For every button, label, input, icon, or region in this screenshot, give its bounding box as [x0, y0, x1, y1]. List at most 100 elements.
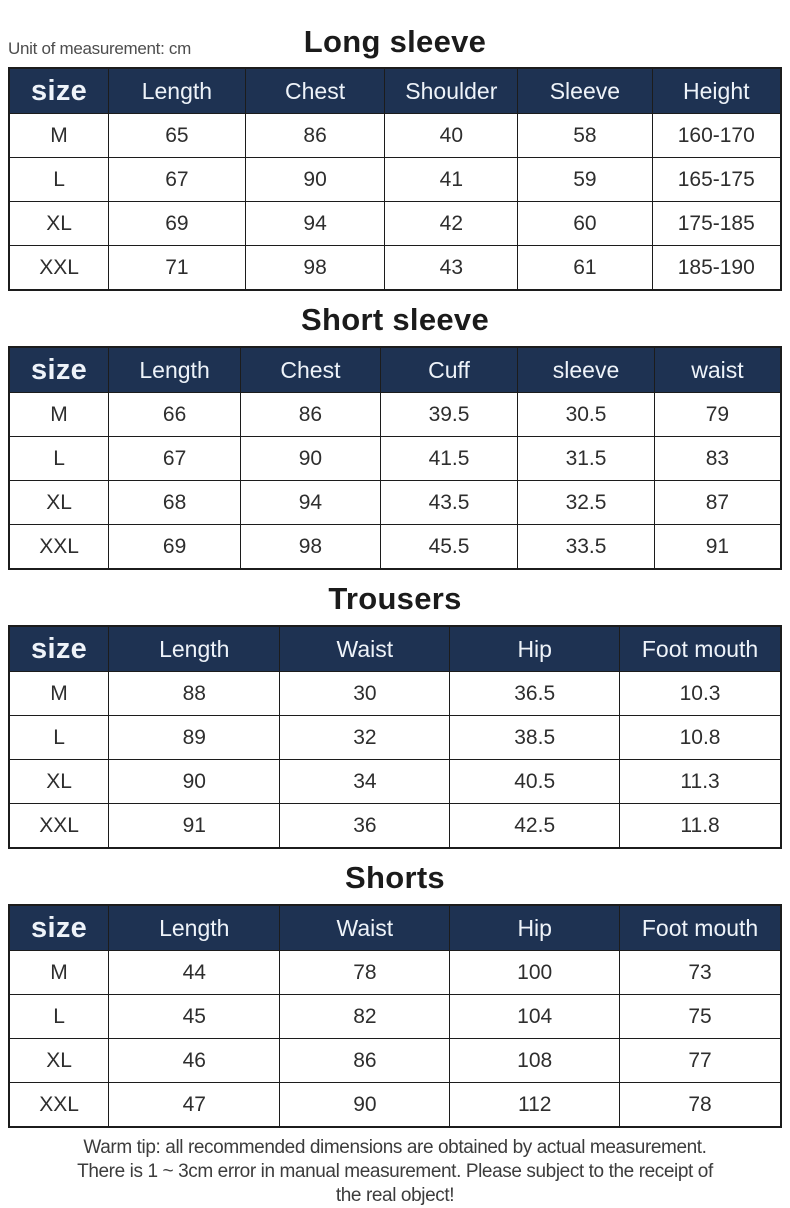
header-cell-size: size: [8, 67, 110, 114]
table-cell: 90: [108, 759, 281, 804]
table-cell: 165-175: [651, 157, 782, 202]
header-cell-chest: Chest: [244, 67, 386, 114]
header-cell-length: Length: [108, 904, 281, 951]
size-label: XL: [8, 480, 110, 525]
table-cell: 32: [279, 715, 451, 760]
table-cell: 43.5: [379, 480, 519, 525]
size-table-long-sleeve: size Length Chest Shoulder Sleeve Height…: [8, 67, 782, 291]
table-cell: 73: [619, 950, 782, 995]
warm-tip-line-2: There is 1 ~ 3cm error in manual measure…: [77, 1161, 713, 1182]
table-cell: 104: [449, 994, 621, 1039]
size-label: M: [8, 113, 110, 158]
table-row: L 89 32 38.5 10.8: [8, 715, 782, 760]
table-cell: 44: [108, 950, 281, 995]
table-cell: 42.5: [449, 803, 621, 849]
table-cell: 67: [108, 157, 246, 202]
table-cell: 40: [384, 113, 519, 158]
table-cell: 30: [279, 671, 451, 716]
table-cell: 31.5: [517, 436, 655, 481]
table-row: XL 68 94 43.5 32.5 87: [8, 480, 782, 525]
table-cell: 75: [619, 994, 782, 1039]
header-cell-waist: Waist: [279, 904, 451, 951]
table-cell: 40.5: [449, 759, 621, 804]
table-cell: 69: [108, 201, 246, 246]
table-row: XXL 69 98 45.5 33.5 91: [8, 524, 782, 570]
table-cell: 100: [449, 950, 621, 995]
table-row: L 45 82 104 75: [8, 994, 782, 1039]
header-cell-size: size: [8, 904, 110, 951]
table-cell: 47: [108, 1082, 281, 1128]
size-label: XXL: [8, 1082, 110, 1128]
header-cell-foot-mouth: Foot mouth: [619, 625, 782, 672]
table-title-long-sleeve: Long sleeve: [303, 24, 487, 59]
long-sleeve-header: Unit of measurement: cm Long sleeve: [8, 0, 782, 60]
table-cell: 69: [108, 524, 242, 570]
table-cell: 45: [108, 994, 281, 1039]
table-cell: 86: [279, 1038, 451, 1083]
table-cell: 60: [517, 201, 653, 246]
table-row: XXL 71 98 43 61 185-190: [8, 245, 782, 291]
table-cell: 90: [279, 1082, 451, 1128]
size-label: L: [8, 994, 110, 1039]
table-cell: 78: [619, 1082, 782, 1128]
size-label: M: [8, 392, 110, 437]
header-cell-chest: Chest: [240, 346, 381, 393]
table-row: L 67 90 41.5 31.5 83: [8, 436, 782, 481]
table-cell: 10.3: [619, 671, 782, 716]
table-row: M 88 30 36.5 10.3: [8, 671, 782, 716]
table-cell: 33.5: [517, 524, 655, 570]
table-cell: 30.5: [517, 392, 655, 437]
table-cell: 38.5: [449, 715, 621, 760]
size-label: XXL: [8, 803, 110, 849]
table-cell: 86: [240, 392, 381, 437]
header-cell-length: Length: [108, 67, 246, 114]
table-cell: 61: [517, 245, 653, 291]
header-cell-size: size: [8, 346, 110, 393]
table-cell: 108: [449, 1038, 621, 1083]
table-cell: 89: [108, 715, 281, 760]
table-cell: 46: [108, 1038, 281, 1083]
table-cell: 45.5: [379, 524, 519, 570]
table-cell: 41: [384, 157, 519, 202]
header-cell-sleeve: sleeve: [517, 346, 655, 393]
warm-tip-note: Warm tip: all recommended dimensions are…: [8, 1136, 782, 1208]
size-label: L: [8, 157, 110, 202]
size-label: XXL: [8, 524, 110, 570]
header-cell-cuff: Cuff: [379, 346, 519, 393]
table-cell: 58: [517, 113, 653, 158]
size-table-shorts: size Length Waist Hip Foot mouth M 44 78…: [8, 904, 782, 1128]
table-cell: 42: [384, 201, 519, 246]
header-cell-height: Height: [651, 67, 782, 114]
size-label: M: [8, 950, 110, 995]
table-cell: 65: [108, 113, 246, 158]
table-cell: 87: [653, 480, 782, 525]
table-cell: 34: [279, 759, 451, 804]
header-cell-foot-mouth: Foot mouth: [619, 904, 782, 951]
table-cell: 59: [517, 157, 653, 202]
table-cell: 39.5: [379, 392, 519, 437]
size-label: M: [8, 671, 110, 716]
table-row: XL 90 34 40.5 11.3: [8, 759, 782, 804]
header-row: size Length Waist Hip Foot mouth: [8, 625, 782, 672]
table-cell: 11.8: [619, 803, 782, 849]
table-cell: 112: [449, 1082, 621, 1128]
table-row: XXL 91 36 42.5 11.8: [8, 803, 782, 849]
table-cell: 94: [244, 201, 386, 246]
table-row: L 67 90 41 59 165-175: [8, 157, 782, 202]
header-row: size Length Chest Cuff sleeve waist: [8, 346, 782, 393]
size-table-trousers: size Length Waist Hip Foot mouth M 88 30…: [8, 625, 782, 849]
table-cell: 94: [240, 480, 381, 525]
size-table-short-sleeve: size Length Chest Cuff sleeve waist M 66…: [8, 346, 782, 570]
table-title-trousers: Trousers: [328, 581, 462, 616]
table-cell: 82: [279, 994, 451, 1039]
table-cell: 66: [108, 392, 242, 437]
table-cell: 83: [653, 436, 782, 481]
size-label: L: [8, 436, 110, 481]
table-cell: 185-190: [651, 245, 782, 291]
header-cell-sleeve: Sleeve: [517, 67, 653, 114]
table-cell: 67: [108, 436, 242, 481]
header-cell-hip: Hip: [449, 625, 621, 672]
table-cell: 86: [244, 113, 386, 158]
header-row: size Length Waist Hip Foot mouth: [8, 904, 782, 951]
